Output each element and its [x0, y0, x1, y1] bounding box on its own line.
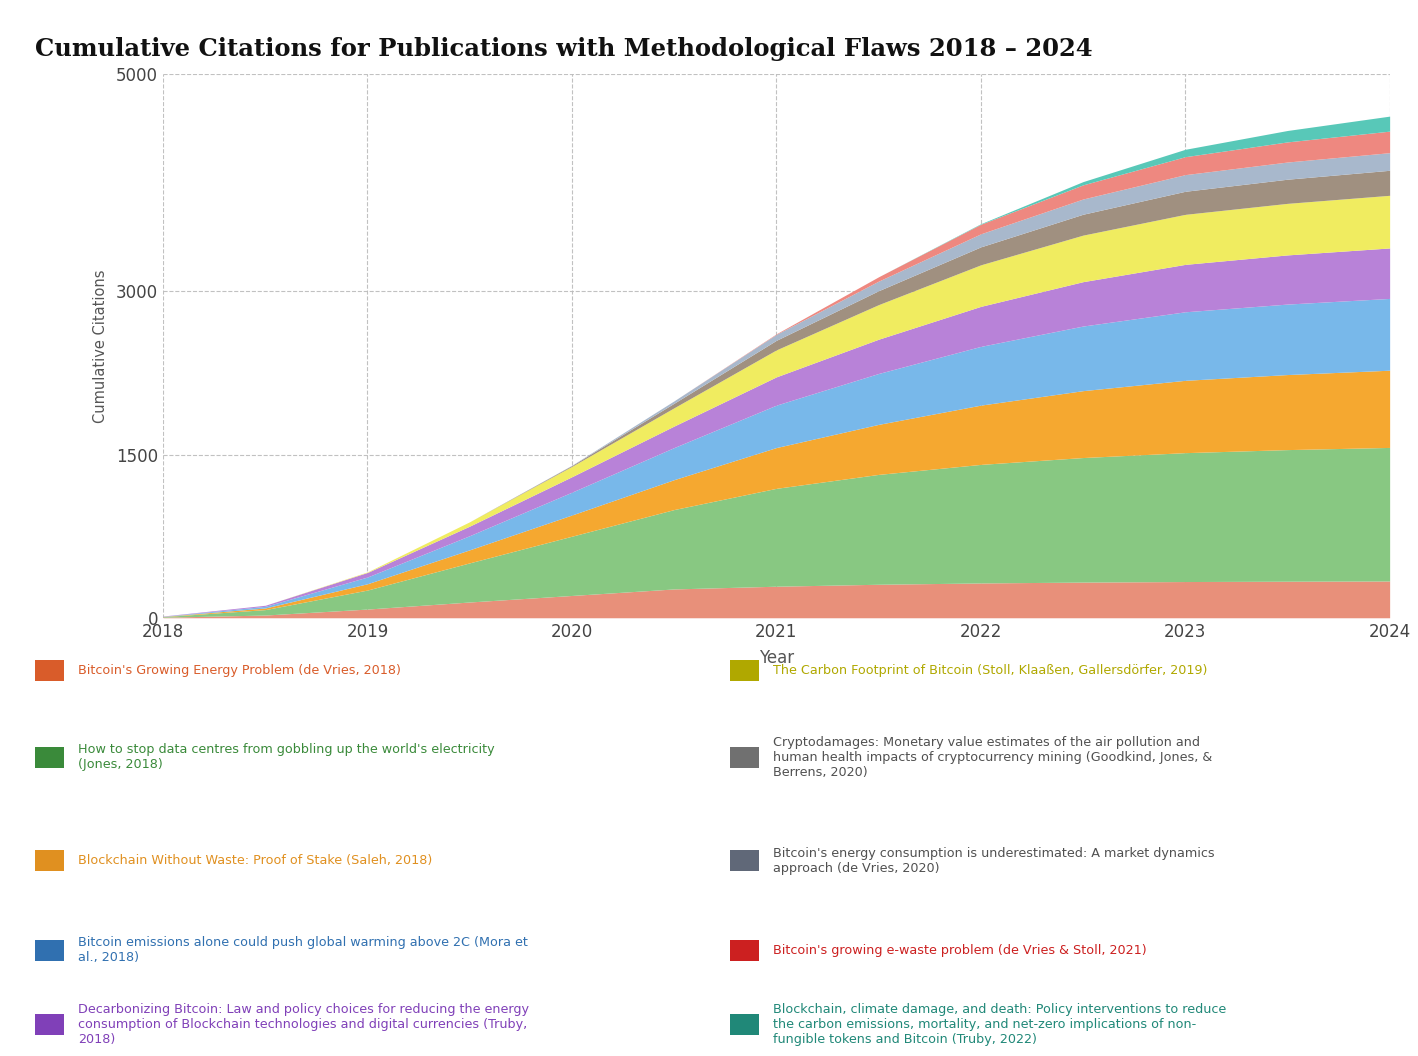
Text: The Carbon Footprint of Bitcoin (Stoll, Klaaßen, Gallersdörfer, 2019): The Carbon Footprint of Bitcoin (Stoll, … [773, 664, 1207, 677]
Text: Bitcoin's energy consumption is underestimated: A market dynamics
approach (de V: Bitcoin's energy consumption is underest… [773, 847, 1214, 874]
Text: How to stop data centres from gobbling up the world's electricity
(Jones, 2018): How to stop data centres from gobbling u… [78, 743, 495, 771]
Y-axis label: Cumulative Citations: Cumulative Citations [92, 269, 108, 422]
Text: Blockchain, climate damage, and death: Policy interventions to reduce
the carbon: Blockchain, climate damage, and death: P… [773, 1003, 1227, 1045]
Text: Cryptodamages: Monetary value estimates of the air pollution and
human health im: Cryptodamages: Monetary value estimates … [773, 736, 1212, 778]
Text: Blockchain Without Waste: Proof of Stake (Saleh, 2018): Blockchain Without Waste: Proof of Stake… [78, 854, 432, 867]
Text: Bitcoin's growing e-waste problem (de Vries & Stoll, 2021): Bitcoin's growing e-waste problem (de Vr… [773, 944, 1146, 957]
Text: Bitcoin's Growing Energy Problem (de Vries, 2018): Bitcoin's Growing Energy Problem (de Vri… [78, 664, 401, 677]
Text: Cumulative Citations for Publications with Methodological Flaws 2018 – 2024: Cumulative Citations for Publications wi… [35, 37, 1093, 61]
Text: Bitcoin emissions alone could push global warming above 2C (Mora et
al., 2018): Bitcoin emissions alone could push globa… [78, 937, 527, 964]
X-axis label: Year: Year [759, 649, 794, 667]
Text: Decarbonizing Bitcoin: Law and policy choices for reducing the energy
consumptio: Decarbonizing Bitcoin: Law and policy ch… [78, 1003, 529, 1045]
